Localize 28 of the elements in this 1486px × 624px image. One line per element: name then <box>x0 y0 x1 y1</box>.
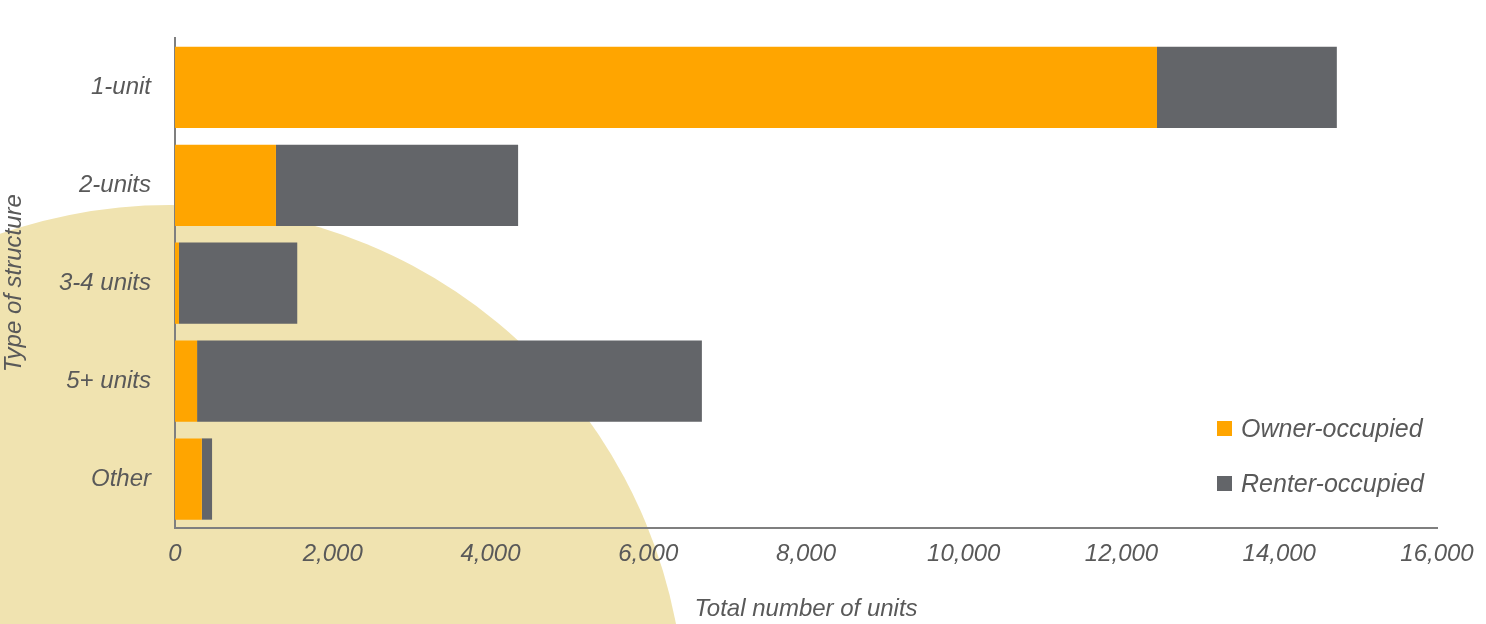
y-tick-label: 2-units <box>77 169 151 197</box>
x-axis-title: Total number of units <box>694 594 918 622</box>
x-tick-label: 2,000 <box>301 539 364 567</box>
bar <box>175 242 179 324</box>
x-tick-label: 0 <box>168 539 183 567</box>
bar <box>1156 46 1337 128</box>
x-tick-label: 12,000 <box>1084 539 1159 567</box>
y-axis-title: Type of structure <box>0 194 27 373</box>
y-tick-label: 5+ units <box>66 365 151 393</box>
x-tick-label: 10,000 <box>927 539 1002 567</box>
bar <box>175 46 1157 128</box>
x-tick-label: 6,000 <box>618 539 679 567</box>
bar <box>175 144 276 226</box>
legend-label: Renter-occupied <box>1241 468 1424 498</box>
bar <box>178 242 298 324</box>
y-tick-label: Other <box>90 463 152 491</box>
x-tick-label: 4,000 <box>460 539 522 567</box>
bar <box>175 340 198 422</box>
bar <box>175 438 202 520</box>
x-tick-label: 8,000 <box>775 539 837 567</box>
x-tick-label: 16,000 <box>1400 539 1475 567</box>
y-tick-label: 1-unit <box>90 72 153 100</box>
bar <box>201 438 213 520</box>
bar <box>275 144 519 226</box>
x-tick-label: 14,000 <box>1242 539 1317 567</box>
bar <box>197 340 702 422</box>
y-tick-label: 3-4 units <box>58 267 151 295</box>
legend-label: Owner-occupied <box>1241 413 1423 443</box>
